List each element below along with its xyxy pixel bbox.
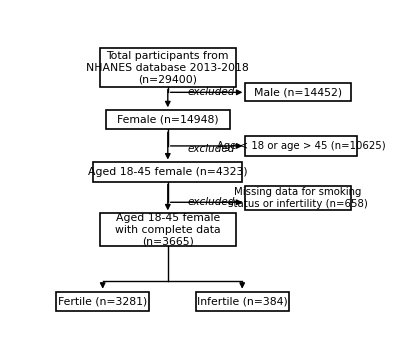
FancyBboxPatch shape	[245, 136, 357, 156]
FancyBboxPatch shape	[94, 162, 242, 182]
Text: excluded: excluded	[188, 197, 235, 207]
Text: Aged 18-45 female (n=4323): Aged 18-45 female (n=4323)	[88, 167, 248, 177]
Text: Infertile (n=384): Infertile (n=384)	[197, 296, 288, 306]
FancyBboxPatch shape	[245, 84, 351, 101]
Text: Total participants from
NHANES database 2013-2018
(n=29400): Total participants from NHANES database …	[86, 51, 249, 84]
Text: Aged 18-45 female
with complete data
(n=3665): Aged 18-45 female with complete data (n=…	[115, 213, 221, 246]
FancyBboxPatch shape	[100, 213, 236, 246]
FancyBboxPatch shape	[196, 292, 289, 311]
Text: Missing data for smoking
status or infertility (n=658): Missing data for smoking status or infer…	[228, 187, 368, 209]
Text: Fertile (n=3281): Fertile (n=3281)	[58, 296, 147, 306]
FancyBboxPatch shape	[56, 292, 149, 311]
Text: Male (n=14452): Male (n=14452)	[254, 87, 342, 97]
FancyBboxPatch shape	[100, 48, 236, 87]
FancyBboxPatch shape	[245, 186, 351, 210]
Text: excluded: excluded	[188, 87, 235, 97]
FancyBboxPatch shape	[106, 110, 230, 130]
Text: excluded: excluded	[188, 144, 235, 154]
Text: Age < 18 or age > 45 (n=10625): Age < 18 or age > 45 (n=10625)	[217, 141, 386, 151]
Text: Female (n=14948): Female (n=14948)	[117, 115, 219, 125]
